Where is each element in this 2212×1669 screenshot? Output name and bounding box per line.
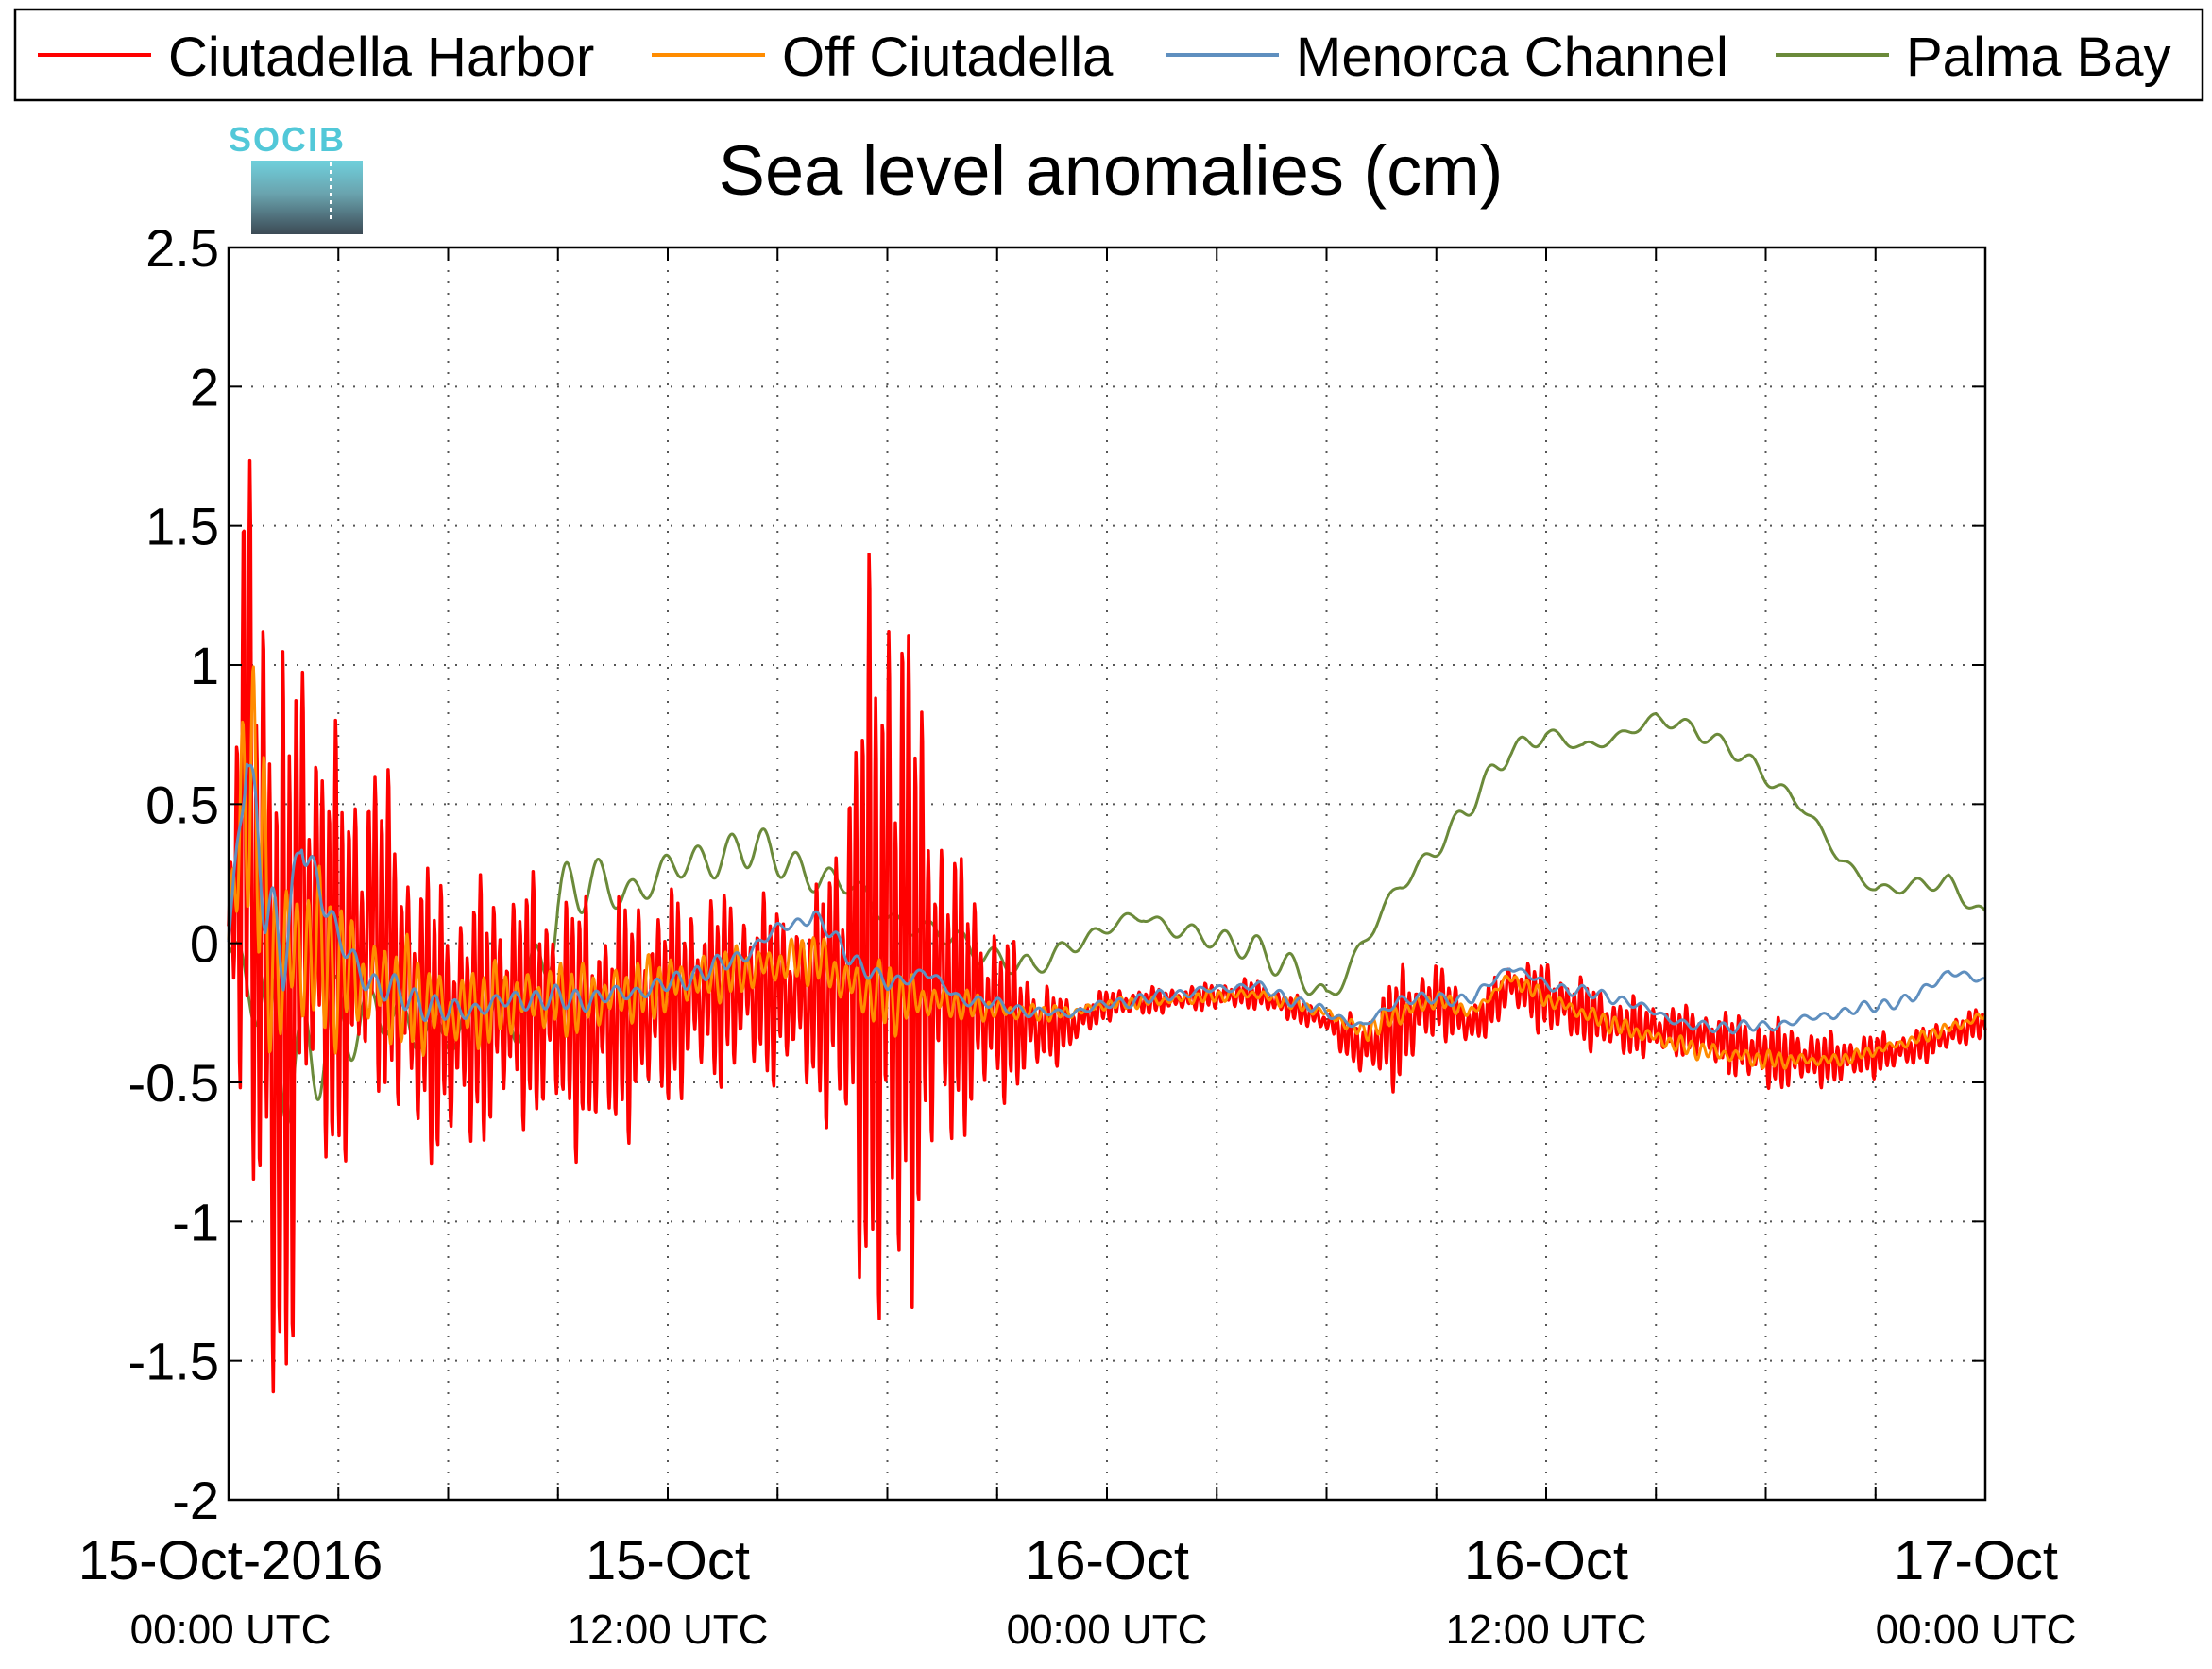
y-tick-label: 1 bbox=[190, 636, 219, 695]
x-tick-label-date: 16-Oct bbox=[1464, 1530, 1628, 1592]
series bbox=[227, 458, 1987, 1394]
y-tick-label: -1 bbox=[172, 1192, 219, 1252]
series-line-ciutadella-harbor bbox=[227, 458, 1987, 1394]
x-tick-label-time: 12:00 UTC bbox=[568, 1607, 769, 1653]
axis-ticks: 2.5 2 1.5 1 0.5 0 -0.5 -1 -1.5 -215-Oct-2016 00:00… bbox=[78, 218, 2077, 1653]
x-tick-label-time: 00:00 UTC bbox=[1007, 1607, 1208, 1653]
grid bbox=[229, 247, 1985, 1500]
socib-logo: SOCIB bbox=[229, 120, 363, 234]
chart-title: Sea level anomalies (cm) bbox=[719, 131, 1504, 210]
socib-logo-text: SOCIB bbox=[229, 120, 346, 159]
y-tick-label: 0 bbox=[190, 914, 219, 974]
x-tick-label-time: 12:00 UTC bbox=[1446, 1607, 1647, 1653]
x-tick-label-date: 16-Oct bbox=[1025, 1530, 1189, 1592]
socib-logo-wave bbox=[251, 161, 363, 234]
legend-label: Ciutadella Harbor bbox=[168, 26, 594, 88]
y-tick-label: 1.5 bbox=[145, 497, 219, 556]
legend-label: Menorca Channel bbox=[1296, 26, 1728, 88]
legend: Ciutadella Harbor Off Ciutadella Menorca C… bbox=[13, 8, 2204, 102]
legend-label: Off Ciutadella bbox=[782, 26, 1114, 88]
plot-area: 2.5 2 1.5 1 0.5 0 -0.5 -1 -1.5 -215-Oct-2016 00:00… bbox=[78, 218, 2077, 1653]
x-tick-label-time: 00:00 UTC bbox=[130, 1607, 332, 1653]
x-tick-label-date: 17-Oct bbox=[1894, 1530, 2058, 1592]
y-tick-label: 2.5 bbox=[145, 218, 219, 278]
y-tick-label: 0.5 bbox=[145, 775, 219, 834]
y-tick-label: -1.5 bbox=[128, 1332, 220, 1391]
x-tick-label-time: 00:00 UTC bbox=[1876, 1607, 2077, 1653]
x-tick-label-date: 15-Oct bbox=[586, 1530, 750, 1592]
y-tick-label: -0.5 bbox=[128, 1053, 220, 1113]
x-tick-label-date: 15-Oct-2016 bbox=[78, 1530, 383, 1592]
legend-label: Palma Bay bbox=[1906, 26, 2170, 88]
y-tick-label: -2 bbox=[172, 1471, 219, 1530]
y-tick-label: 2 bbox=[190, 357, 219, 417]
series-line-menorca-channel bbox=[227, 762, 1986, 1035]
